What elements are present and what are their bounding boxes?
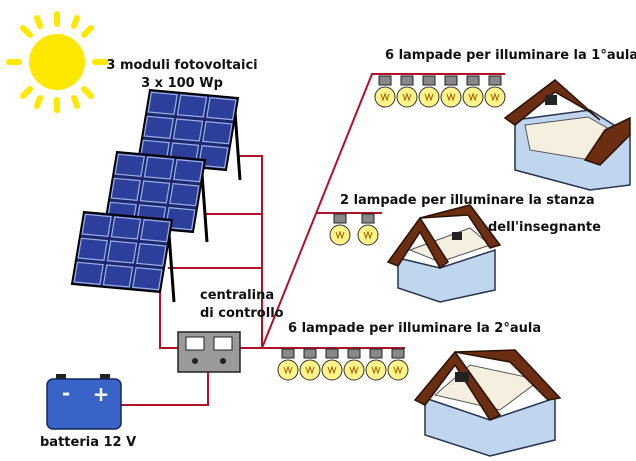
lamp-group-label: 6 lampade per illuminare la 2°aula [288,321,541,336]
lamp-bulb [419,87,439,107]
lamp-socket [392,349,404,358]
panel-cell [141,220,170,242]
lamp-socket [489,76,501,85]
lamp-group-label: dell'insegnante [488,220,601,235]
lamp-group-label: 6 lampade per illuminare la 1°aula [385,48,636,63]
lamp-socket [362,214,374,223]
lamp-socket [282,349,294,358]
lamp-bulb [441,87,461,107]
panel-cell [111,217,140,239]
lamp-bulb [397,87,417,107]
controller-box [178,332,240,372]
lamp-socket [379,76,391,85]
lamp-socket [423,76,435,85]
panel-cell [170,184,199,206]
panel-cell [148,92,177,114]
house-teacher [388,205,500,302]
house-classroom-2 [415,350,560,456]
solar-panels [72,90,240,302]
panel-cell [78,238,107,260]
lamp-group [330,214,378,245]
house-classroom-1 [505,80,630,190]
lamp-bulb [358,225,378,245]
panel-cell [173,119,202,141]
panel-cell [107,241,136,263]
panel-cell [144,157,173,179]
lamp-socket [467,76,479,85]
lamp-socket [326,349,338,358]
lamp-bulb [375,87,395,107]
solar-panel [72,212,174,302]
lamp-bulb [463,87,483,107]
lamp-bulb [322,360,342,380]
lamp-socket [334,214,346,223]
panel-cell [177,95,206,117]
panel-cell [137,244,166,266]
panel-cell [103,265,132,287]
lamp-group [375,76,505,107]
lamp-socket [445,76,457,85]
panels-label: 3 moduli fotovoltaici [106,58,257,73]
lamp-socket [370,349,382,358]
panel-cell [144,116,173,138]
lamp-bulb [388,360,408,380]
lamp-group-label: 2 lampade per illuminare la stanza [340,193,595,208]
lamp-bulb [330,225,350,245]
panel-cell [203,122,232,144]
lamp-group [278,349,408,380]
panel-cell [74,262,103,284]
lamp-bulb [344,360,364,380]
battery-label: batteria 12 V [40,435,136,450]
panel-cell [111,178,140,200]
lamp-bulb [300,360,320,380]
panel-cell [82,214,111,236]
lamp-bulb [366,360,386,380]
panel-cell [133,268,162,290]
diagram: - + 3 moduli fotovoltaici 3 x 100 Wp 6 l… [0,0,636,461]
battery: - + [47,374,121,429]
sun [9,14,105,110]
controller-label: di controllo [200,306,284,321]
battery-terminal: + [93,382,110,406]
lamp-bulb [278,360,298,380]
panel-cell [174,160,203,182]
controller-label: centralina [200,288,274,303]
panel-cell [115,154,144,176]
panels-label: 3 x 100 Wp [141,76,223,91]
panel-cell [140,181,169,203]
battery-terminal: - [62,381,70,405]
panel-cell [207,98,236,120]
lamp-socket [401,76,413,85]
lamp-socket [348,349,360,358]
lamp-socket [304,349,316,358]
lamp-bulb [485,87,505,107]
